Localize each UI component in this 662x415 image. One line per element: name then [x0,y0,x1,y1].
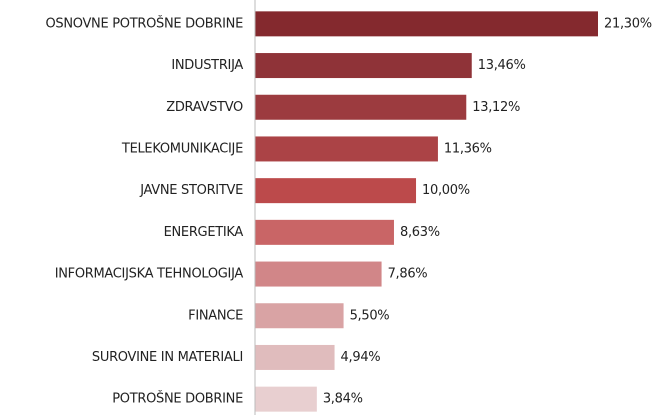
value-label: 3,84% [323,392,363,407]
category-label: FINANCE [188,308,243,323]
bar [255,136,438,162]
bar [255,386,317,412]
bar [255,219,394,245]
bar [255,261,382,287]
bar [255,303,344,329]
bar [255,344,335,370]
value-label: 10,00% [422,183,470,198]
category-label: INDUSTRIJA [171,58,243,73]
bar [255,11,598,37]
category-label: INFORMACIJSKA TEHNOLOGIJA [55,267,244,282]
value-label: 8,63% [400,225,440,240]
category-label: SUROVINE IN MATERIALI [92,350,243,365]
bar [255,53,472,79]
bar [255,94,467,120]
value-label: 7,86% [388,267,428,282]
value-label: 11,36% [444,141,492,156]
category-label: ENERGETIKA [164,225,244,240]
category-label: POTROŠNE DOBRINE [112,391,243,407]
value-label: 13,46% [478,58,526,73]
value-label: 4,94% [341,350,381,365]
category-label: ZDRAVSTVO [166,100,243,115]
bar [255,178,417,204]
category-label: JAVNE STORITVE [139,183,243,198]
value-label: 13,12% [472,100,520,115]
value-label: 21,30% [604,16,652,31]
category-label: OSNOVNE POTROŠNE DOBRINE [45,15,243,31]
category-label: TELEKOMUNIKACIJE [121,141,243,156]
value-label: 5,50% [350,308,390,323]
